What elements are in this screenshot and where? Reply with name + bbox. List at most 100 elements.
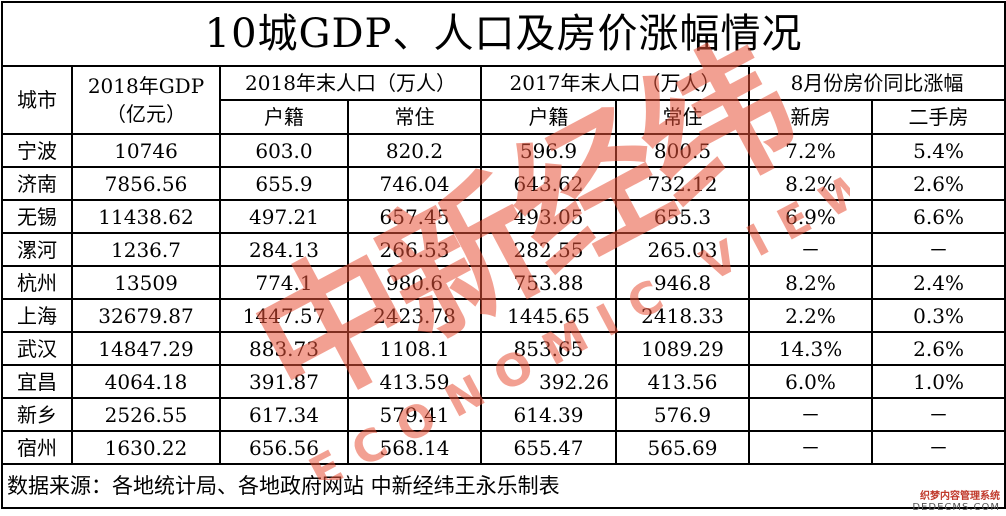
header-pop-2017: 2017年末人口（万人） bbox=[480, 65, 750, 101]
cell-city: 武汉 bbox=[1, 331, 73, 366]
cell-second-house: 6.6% bbox=[870, 199, 1006, 234]
cell-changzhu-2018: 2423.78 bbox=[347, 298, 482, 333]
cell-huji-2017: 282.55 bbox=[480, 232, 617, 267]
cell-new-house: － bbox=[748, 397, 873, 432]
cell-city: 无锡 bbox=[1, 199, 73, 234]
cell-new-house: 6.9% bbox=[748, 199, 873, 234]
cell-huji-2017: 596.9 bbox=[480, 133, 617, 168]
cell-changzhu-2017: 732.12 bbox=[615, 166, 750, 201]
cell-second-house: － bbox=[870, 430, 1006, 465]
cell-gdp: 1630.22 bbox=[71, 430, 221, 465]
cell-second-house: 0.3% bbox=[870, 298, 1006, 333]
cell-huji-2018: 391.87 bbox=[219, 364, 349, 399]
cell-second-house: 1.0% bbox=[870, 364, 1006, 399]
cell-changzhu-2017: 565.69 bbox=[615, 430, 750, 465]
corner-logo-en: DEDECMS.COM bbox=[912, 501, 1000, 513]
cell-city: 宜昌 bbox=[1, 364, 73, 399]
cell-new-house: 14.3% bbox=[748, 331, 873, 366]
cell-new-house: 8.2% bbox=[748, 166, 873, 201]
table-row: 漯河 1236.7 284.13 266.53 282.55 265.03 － … bbox=[1, 232, 1006, 267]
table-row: 上海 32679.87 1447.57 2423.78 1445.65 2418… bbox=[1, 298, 1006, 333]
cell-second-house: － bbox=[870, 232, 1006, 267]
table-row: 杭州 13509 774.1 980.6 753.88 946.8 8.2% 2… bbox=[1, 265, 1006, 300]
cell-changzhu-2017: 265.03 bbox=[615, 232, 750, 267]
cell-huji-2017: 493.05 bbox=[480, 199, 617, 234]
cell-changzhu-2017: 2418.33 bbox=[615, 298, 750, 333]
cell-gdp: 13509 bbox=[71, 265, 221, 300]
cell-new-house: 8.2% bbox=[748, 265, 873, 300]
header-huji-2018: 户籍 bbox=[219, 99, 349, 135]
cell-huji-2018: 655.9 bbox=[219, 166, 349, 201]
cell-changzhu-2018: 820.2 bbox=[347, 133, 482, 168]
cell-changzhu-2018: 413.59 bbox=[347, 364, 482, 399]
cell-huji-2018: 497.21 bbox=[219, 199, 349, 234]
cell-changzhu-2018: 568.14 bbox=[347, 430, 482, 465]
cell-city: 宿州 bbox=[1, 430, 73, 465]
cell-huji-2017: 643.62 bbox=[480, 166, 617, 201]
cell-city: 新乡 bbox=[1, 397, 73, 432]
cell-city: 杭州 bbox=[1, 265, 73, 300]
cell-gdp: 2526.55 bbox=[71, 397, 221, 432]
dedecms-corner-logo: 织梦内容管理系统 DEDECMS.COM bbox=[912, 491, 1000, 513]
cell-huji-2018: 656.56 bbox=[219, 430, 349, 465]
cell-huji-2017: 655.47 bbox=[480, 430, 617, 465]
cell-changzhu-2017: 413.56 bbox=[615, 364, 750, 399]
cell-gdp: 32679.87 bbox=[71, 298, 221, 333]
header-city: 城市 bbox=[1, 65, 73, 135]
cell-second-house: 2.6% bbox=[870, 331, 1006, 366]
cell-gdp: 1236.7 bbox=[71, 232, 221, 267]
cell-changzhu-2018: 1108.1 bbox=[347, 331, 482, 366]
cell-new-house: 7.2% bbox=[748, 133, 873, 168]
cell-second-house: 2.6% bbox=[870, 166, 1006, 201]
cell-changzhu-2018: 746.04 bbox=[347, 166, 482, 201]
cell-new-house: 2.2% bbox=[748, 298, 873, 333]
cell-changzhu-2017: 1089.29 bbox=[615, 331, 750, 366]
cell-changzhu-2018: 266.53 bbox=[347, 232, 482, 267]
cell-huji-2017: 614.39 bbox=[480, 397, 617, 432]
cell-changzhu-2017: 576.9 bbox=[615, 397, 750, 432]
header-pop-2018: 2018年末人口（万人） bbox=[219, 65, 482, 101]
table-row: 无锡 11438.62 497.21 657.45 493.05 655.3 6… bbox=[1, 199, 1006, 234]
cell-huji-2018: 284.13 bbox=[219, 232, 349, 267]
cell-gdp: 10746 bbox=[71, 133, 221, 168]
table-title: 10城GDP、人口及房价涨幅情况 bbox=[0, 1, 1006, 67]
cell-new-house: － bbox=[748, 430, 873, 465]
header-gdp-line1: 2018年GDP bbox=[87, 74, 205, 98]
header-changzhu-2018: 常住 bbox=[347, 99, 482, 135]
source-note: 数据来源：各地统计局、各地政府网站 中新经纬王永乐制表 bbox=[0, 463, 1006, 509]
cell-changzhu-2017: 655.3 bbox=[615, 199, 750, 234]
cell-changzhu-2018: 579.41 bbox=[347, 397, 482, 432]
header-price-growth: 8月份房价同比涨幅 bbox=[747, 65, 1006, 101]
cell-city: 济南 bbox=[1, 166, 73, 201]
cell-changzhu-2017: 946.8 bbox=[615, 265, 750, 300]
table-row: 宿州 1630.22 656.56 568.14 655.47 565.69 －… bbox=[1, 430, 1006, 465]
cell-huji-2018: 1447.57 bbox=[219, 298, 349, 333]
cell-gdp: 14847.29 bbox=[71, 331, 221, 366]
table-row: 宁波 10746 603.0 820.2 596.9 800.5 7.2% 5.… bbox=[1, 133, 1006, 168]
cell-second-house: － bbox=[870, 397, 1006, 432]
cell-huji-2018: 774.1 bbox=[219, 265, 349, 300]
cell-city: 漯河 bbox=[1, 232, 73, 267]
cell-city: 宁波 bbox=[1, 133, 73, 168]
table-row: 宜昌 4064.18 391.87 413.59 392.26 413.56 6… bbox=[1, 364, 1006, 399]
cell-changzhu-2018: 980.6 bbox=[347, 265, 482, 300]
cell-huji-2017: 853.65 bbox=[480, 331, 617, 366]
cell-gdp: 4064.18 bbox=[71, 364, 221, 399]
cell-second-house: 2.4% bbox=[870, 265, 1006, 300]
table-row: 济南 7856.56 655.9 746.04 643.62 732.12 8.… bbox=[1, 166, 1006, 201]
cell-huji-2017: 392.26 bbox=[480, 364, 617, 399]
cell-new-house: － bbox=[748, 232, 873, 267]
cell-changzhu-2018: 657.45 bbox=[347, 199, 482, 234]
header-new-house: 新房 bbox=[748, 99, 873, 135]
corner-logo-cn: 织梦内容管理系统 bbox=[920, 491, 1000, 502]
cell-gdp: 7856.56 bbox=[71, 166, 221, 201]
table-row: 新乡 2526.55 617.34 579.41 614.39 576.9 － … bbox=[1, 397, 1006, 432]
cell-huji-2018: 603.0 bbox=[219, 133, 349, 168]
table-row: 武汉 14847.29 883.73 1108.1 853.65 1089.29… bbox=[1, 331, 1006, 366]
cell-huji-2018: 617.34 bbox=[219, 397, 349, 432]
cell-new-house: 6.0% bbox=[748, 364, 873, 399]
cell-second-house: 5.4% bbox=[870, 133, 1006, 168]
header-gdp: 2018年GDP （亿元） bbox=[71, 65, 221, 135]
header-gdp-line2: （亿元） bbox=[106, 102, 186, 126]
